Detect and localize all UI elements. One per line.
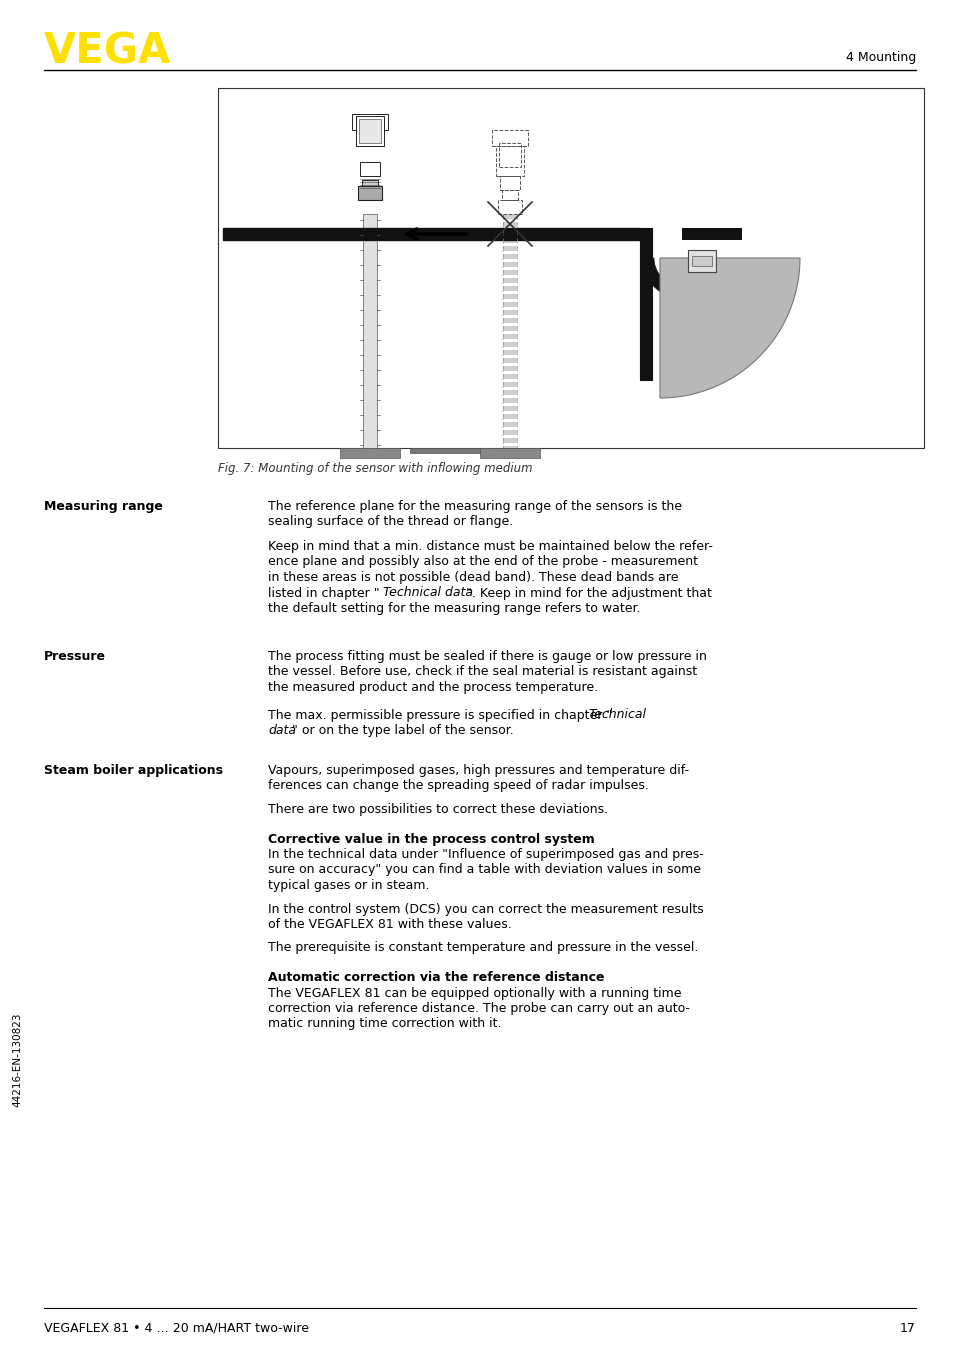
Bar [502,422,517,427]
Text: Technical data: Technical data [382,586,473,600]
Bar [502,263,517,267]
Bar [681,227,741,240]
Bar [359,162,379,176]
Text: sealing surface of the thread or flange.: sealing surface of the thread or flange. [268,516,513,528]
Text: The process fitting must be sealed if there is gauge or low pressure in: The process fitting must be sealed if th… [268,650,706,663]
Text: VEGA: VEGA [44,31,172,73]
Bar [502,343,517,347]
Text: 4 Mounting: 4 Mounting [845,51,915,65]
Polygon shape [641,259,681,298]
Bar [502,214,517,219]
Polygon shape [659,259,800,398]
Text: ence plane and possibly also at the end of the probe - measurement: ence plane and possibly also at the end … [268,555,698,569]
Text: Steam boiler applications: Steam boiler applications [44,764,223,777]
Bar [223,227,639,240]
Text: listed in chapter ": listed in chapter " [268,586,379,600]
Bar [502,230,517,236]
Bar [691,256,711,265]
Text: ferences can change the spreading speed of radar impulses.: ferences can change the spreading speed … [268,780,648,792]
Text: data: data [268,724,295,737]
Bar [502,398,517,403]
Bar [363,214,376,448]
Text: The prerequisite is constant temperature and pressure in the vessel.: The prerequisite is constant temperature… [268,941,698,955]
Bar [502,255,517,259]
Bar [502,294,517,299]
Bar [479,448,539,458]
Text: 44216-EN-130823: 44216-EN-130823 [12,1013,22,1108]
Bar [687,250,716,272]
Text: Keep in mind that a min. distance must be maintained below the refer-: Keep in mind that a min. distance must b… [268,540,712,552]
Text: There are two possibilities to correct these deviations.: There are two possibilities to correct t… [268,803,607,816]
Text: of the VEGAFLEX 81 with these values.: of the VEGAFLEX 81 with these values. [268,918,511,932]
Text: ". Keep in mind for the adjustment that: ". Keep in mind for the adjustment that [465,586,711,600]
Text: The reference plane for the measuring range of the sensors is the: The reference plane for the measuring ra… [268,500,681,513]
Bar [502,278,517,283]
Text: Measuring range: Measuring range [44,500,163,513]
Text: sure on accuracy" you can find a table with deviation values in some: sure on accuracy" you can find a table w… [268,864,700,876]
Bar [502,445,517,448]
Bar [361,180,377,190]
Bar [502,366,517,371]
Bar [502,334,517,338]
Text: 17: 17 [900,1322,915,1335]
Text: The VEGAFLEX 81 can be equipped optionally with a running time: The VEGAFLEX 81 can be equipped optional… [268,987,680,999]
Text: Technical: Technical [587,708,645,722]
Bar [502,349,517,355]
Bar [502,238,517,242]
Text: Vapours, superimposed gases, high pressures and temperature dif-: Vapours, superimposed gases, high pressu… [268,764,688,777]
Bar [502,310,517,315]
Text: In the technical data under "Influence of superimposed gas and pres-: In the technical data under "Influence o… [268,848,703,861]
Bar [502,357,517,363]
Text: VEGAFLEX 81 • 4 … 20 mA/HART two-wire: VEGAFLEX 81 • 4 … 20 mA/HART two-wire [44,1322,309,1335]
Bar [639,227,651,380]
Text: In the control system (DCS) you can correct the measurement results: In the control system (DCS) you can corr… [268,903,703,915]
Text: the default setting for the measuring range refers to water.: the default setting for the measuring ra… [268,603,639,615]
Bar [410,448,490,454]
Bar [358,119,380,144]
Text: Pressure: Pressure [44,650,106,663]
Text: the vessel. Before use, check if the seal material is resistant against: the vessel. Before use, check if the sea… [268,666,697,678]
Bar [502,431,517,435]
Text: in these areas is not possible (dead band). These dead bands are: in these areas is not possible (dead ban… [268,571,678,584]
Bar [502,269,517,275]
Bar [502,246,517,250]
Text: matic running time correction with it.: matic running time correction with it. [268,1017,501,1030]
Bar [502,374,517,379]
Bar [357,185,381,200]
Bar [218,88,923,448]
Bar [502,382,517,387]
Bar [339,448,399,458]
Text: " or on the type label of the sensor.: " or on the type label of the sensor. [292,724,514,737]
Bar [502,326,517,330]
Text: The max. permissible pressure is specified in chapter ": The max. permissible pressure is specifi… [268,708,612,722]
Text: Corrective value in the process control system: Corrective value in the process control … [268,833,594,845]
Bar [355,116,384,146]
Text: correction via reference distance. The probe can carry out an auto-: correction via reference distance. The p… [268,1002,689,1016]
Text: Automatic correction via the reference distance: Automatic correction via the reference d… [268,971,604,984]
Bar [502,318,517,324]
Text: Fig. 7: Mounting of the sensor with inflowing medium: Fig. 7: Mounting of the sensor with infl… [218,462,532,475]
Bar [502,286,517,291]
Bar [352,114,388,130]
Bar [502,414,517,418]
Text: the measured product and the process temperature.: the measured product and the process tem… [268,681,598,695]
Bar [502,406,517,412]
Text: typical gases or in steam.: typical gases or in steam. [268,879,429,892]
Bar [502,222,517,227]
Bar [502,437,517,443]
Bar [502,390,517,395]
Bar [502,302,517,307]
